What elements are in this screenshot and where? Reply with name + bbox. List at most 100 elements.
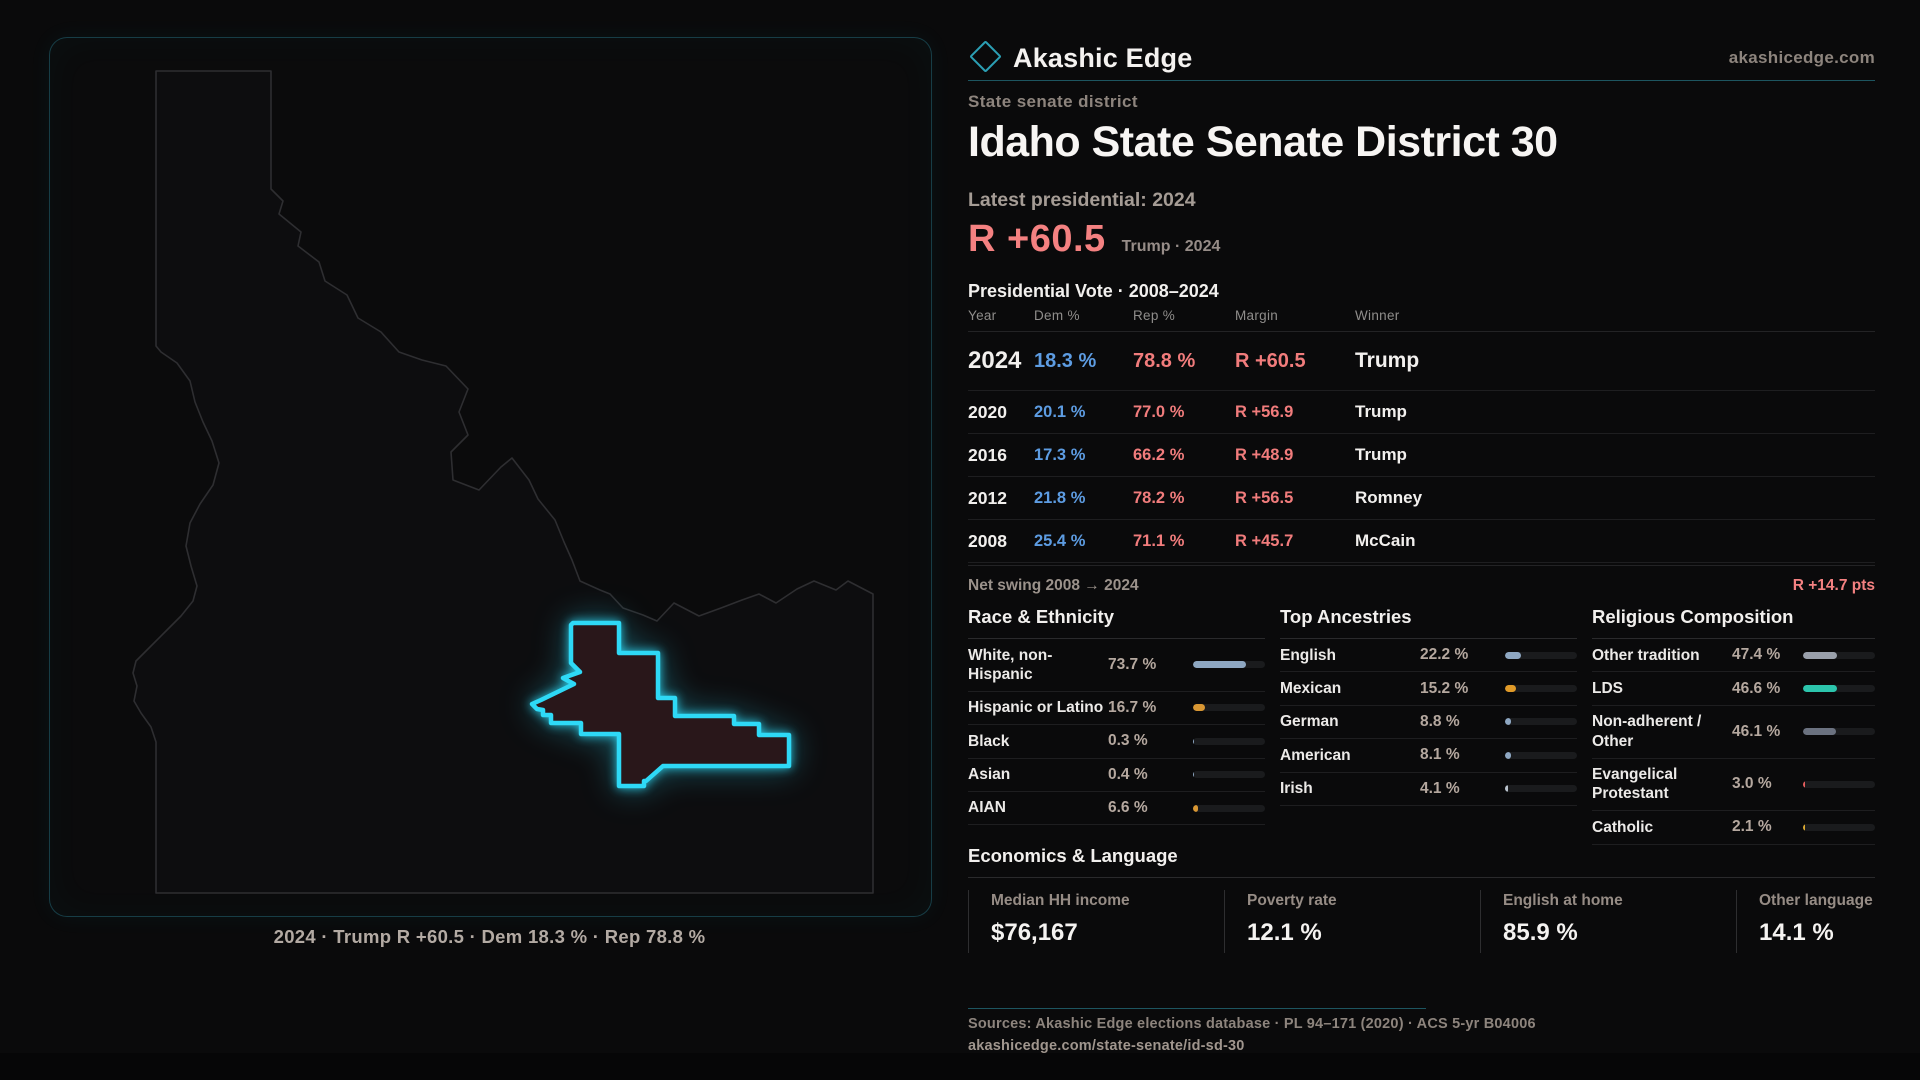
demo-value: 0.4 % [1108, 765, 1148, 783]
stat-median-hh-income: Median HH income $76,167 [968, 890, 1224, 953]
presidential-vote-table: Year Dem % Rep % Margin Winner 2024 18.3… [968, 308, 1875, 563]
cell-dem-pct: 20.1 % [1034, 402, 1086, 421]
demo-row: Other tradition 47.4 % [1592, 639, 1875, 673]
cell-rep-pct: 71.1 % [1133, 531, 1185, 550]
demo-row: Irish 4.1 % [1280, 773, 1577, 806]
headline-margin-value: R +60.5 [968, 218, 1106, 260]
cell-winner: McCain [1355, 531, 1416, 550]
stat-label: Median HH income [991, 892, 1130, 909]
economics-section-title: Economics & Language [968, 845, 1875, 878]
race-ethnicity-section: Race & Ethnicity White, non-Hispanic 73.… [968, 606, 1265, 845]
demo-value: 8.8 % [1420, 712, 1460, 730]
demo-bar [1193, 804, 1265, 812]
demo-value: 22.2 % [1420, 646, 1469, 664]
cell-year: 2008 [968, 530, 1007, 551]
table-row: 2024 18.3 % 78.8 % R +60.5 Trump [968, 332, 1875, 391]
table-title: Presidential Vote · 2008–2024 [968, 281, 1219, 301]
permalink[interactable]: akashicedge.com/state-senate/id-sd-30 [968, 1038, 1245, 1054]
cell-winner: Romney [1355, 488, 1423, 507]
stat-other-language: Other language 14.1 % [1736, 890, 1920, 953]
cell-year: 2016 [968, 444, 1007, 465]
cell-rep-pct: 77.0 % [1133, 402, 1185, 421]
demo-label: Mexican [1280, 679, 1342, 697]
cell-margin: R +56.9 [1235, 402, 1294, 421]
religious-composition-section: Religious Composition Other tradition 47… [1592, 606, 1875, 845]
demographics-columns: Race & Ethnicity White, non-Hispanic 73.… [968, 606, 1875, 845]
demo-value: 6.6 % [1108, 799, 1148, 817]
demo-bar [1803, 651, 1875, 659]
demo-bar-fill [1193, 661, 1247, 669]
demo-row: AIAN 6.6 % [968, 792, 1265, 826]
demo-row: LDS 46.6 % [1592, 672, 1875, 706]
cell-dem-pct: 18.3 % [1034, 349, 1097, 372]
diamond-logo-icon [969, 39, 1002, 73]
demo-value: 15.2 % [1420, 679, 1469, 697]
page-title: Idaho State Senate District 30 [968, 118, 1558, 166]
demo-value: 46.1 % [1732, 722, 1781, 740]
demo-bar [1505, 718, 1577, 726]
table-row: 2020 20.1 % 77.0 % R +56.9 Trump [968, 391, 1875, 434]
demo-bar [1193, 737, 1265, 745]
demo-row: White, non-Hispanic 73.7 % [968, 639, 1265, 692]
demo-bar-fill [1803, 728, 1837, 736]
demo-bar-fill [1803, 823, 1805, 831]
brand-domain-link[interactable]: akashicedge.com [1728, 48, 1875, 67]
demo-bar [1193, 661, 1265, 669]
demo-bar [1193, 771, 1265, 779]
cell-margin: R +48.9 [1235, 445, 1294, 464]
section-title: Religious Composition [1592, 606, 1875, 639]
cell-year: 2024 [968, 347, 1022, 374]
demo-bar-fill [1193, 804, 1198, 812]
demo-bar-fill [1505, 785, 1508, 793]
demo-label: Hispanic or Latino [968, 699, 1104, 717]
demo-row: Non-adherent / Other 46.1 % [1592, 706, 1875, 759]
demo-value: 0.3 % [1108, 732, 1148, 750]
stat-value: 14.1 % [1759, 919, 1834, 946]
demo-bar [1803, 728, 1875, 736]
stat-value: 85.9 % [1503, 919, 1578, 946]
headline-margin-row: R +60.5 Trump · 2024 [968, 218, 1220, 261]
cell-winner: Trump [1355, 349, 1420, 372]
demo-value: 3.0 % [1732, 775, 1772, 793]
demo-bar-fill [1803, 651, 1838, 659]
demo-value: 4.1 % [1420, 779, 1460, 797]
demo-label: American [1280, 746, 1351, 764]
stat-label: Poverty rate [1247, 892, 1337, 909]
district-type-eyebrow: State senate district [968, 92, 1138, 111]
demo-value: 8.1 % [1420, 746, 1460, 764]
economics-stats-row: Median HH income $76,167 Poverty rate 12… [968, 890, 1875, 953]
demo-bar [1505, 685, 1577, 693]
demo-bar [1803, 823, 1875, 831]
idaho-district-map [132, 70, 874, 894]
demo-bar-fill [1505, 751, 1511, 759]
demo-label: Other tradition [1592, 646, 1700, 664]
demo-value: 73.7 % [1108, 655, 1157, 673]
demo-bar [1505, 785, 1577, 793]
data-panel: Akashic Edge akashicedge.com State senat… [968, 0, 1875, 1080]
stat-label: English at home [1503, 892, 1623, 909]
table-row: 2016 17.3 % 66.2 % R +48.9 Trump [968, 434, 1875, 477]
brand-header: Akashic Edge akashicedge.com [968, 36, 1875, 81]
demo-row: Mexican 15.2 % [1280, 672, 1577, 706]
cell-dem-pct: 25.4 % [1034, 531, 1086, 550]
district-map-panel [49, 37, 932, 917]
demo-label: White, non-Hispanic [968, 646, 1053, 683]
col-header-winner: Winner [1355, 308, 1400, 323]
demo-row: German 8.8 % [1280, 706, 1577, 740]
demo-bar [1803, 685, 1875, 693]
demo-label: English [1280, 646, 1336, 664]
stat-poverty-rate: Poverty rate 12.1 % [1224, 890, 1480, 953]
demo-value: 47.4 % [1732, 646, 1781, 664]
demo-row: American 8.1 % [1280, 739, 1577, 773]
district-30-shape[interactable] [529, 620, 792, 789]
stat-value: $76,167 [991, 919, 1078, 946]
demo-bar-fill [1505, 718, 1512, 726]
demo-label: German [1280, 713, 1339, 731]
cell-rep-pct: 78.8 % [1133, 349, 1196, 372]
stat-value: 12.1 % [1247, 919, 1322, 946]
section-title: Race & Ethnicity [968, 606, 1265, 639]
demo-value: 2.1 % [1732, 818, 1772, 836]
net-swing-label: Net swing 2008 → 2024 [968, 577, 1139, 594]
map-caption: 2024 · Trump R +60.5 · Dem 18.3 % · Rep … [273, 926, 706, 947]
